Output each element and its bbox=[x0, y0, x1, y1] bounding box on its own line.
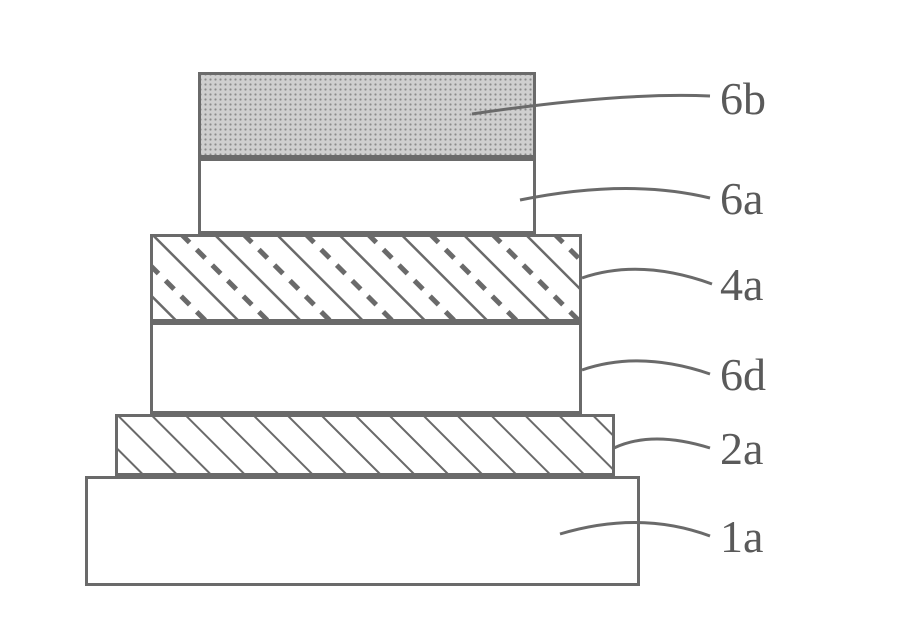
label-6d: 6d bbox=[720, 348, 766, 401]
label-4a: 4a bbox=[720, 258, 763, 311]
layer-6d bbox=[150, 322, 582, 414]
leader-6d bbox=[582, 361, 710, 374]
leader-4a bbox=[582, 269, 712, 284]
label-6a: 6a bbox=[720, 172, 763, 225]
layer-4a bbox=[150, 234, 582, 322]
label-2a: 2a bbox=[720, 422, 763, 475]
diagram-stage: 1a 2a 6d 4a 6a 6b bbox=[0, 0, 916, 636]
label-6b: 6b bbox=[720, 72, 766, 125]
layer-1a bbox=[85, 476, 640, 586]
leader-2a bbox=[614, 439, 710, 448]
layer-6b bbox=[198, 72, 536, 158]
layer-6a bbox=[198, 158, 536, 234]
layer-2a bbox=[115, 414, 615, 476]
leader-6a bbox=[520, 188, 710, 200]
label-1a: 1a bbox=[720, 510, 763, 563]
